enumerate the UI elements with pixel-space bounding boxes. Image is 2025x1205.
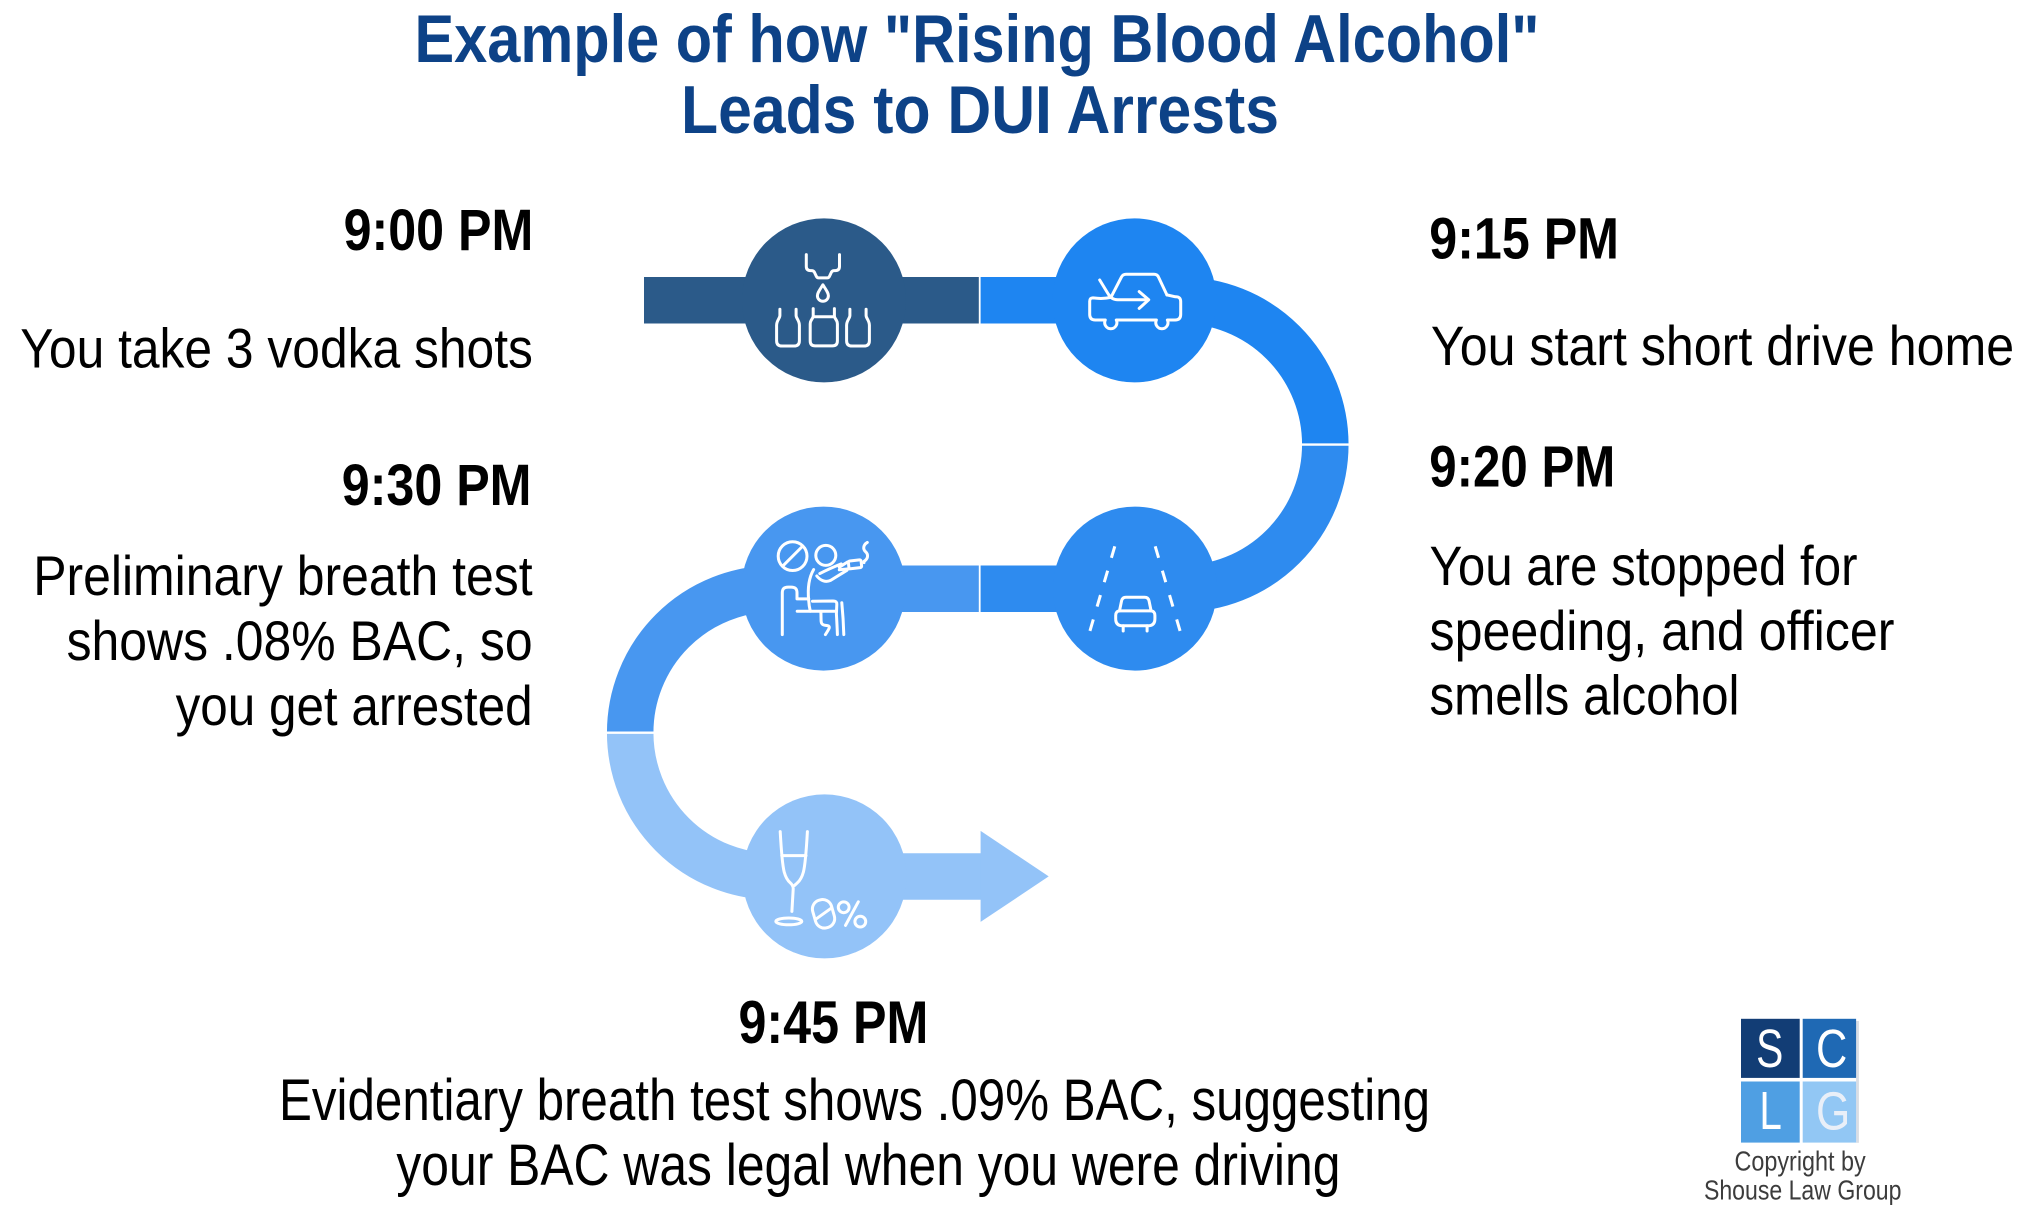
- svg-text:speeding, and officer: speeding, and officer: [1430, 599, 1895, 662]
- svg-text:You start short drive home: You start short drive home: [1431, 314, 2014, 377]
- svg-text:L: L: [1759, 1082, 1782, 1141]
- svg-text:9:30 PM: 9:30 PM: [342, 453, 532, 518]
- svg-text:9:20 PM: 9:20 PM: [1429, 434, 1615, 499]
- svg-text:you get arrested: you get arrested: [176, 674, 533, 737]
- svg-text:smells alcohol: smells alcohol: [1430, 664, 1740, 727]
- svg-text:Preliminary breath test: Preliminary breath test: [33, 544, 533, 607]
- svg-text:9:45 PM: 9:45 PM: [739, 989, 929, 1056]
- svg-text:Copyright by: Copyright by: [1735, 1145, 1866, 1176]
- svg-text:G: G: [1816, 1083, 1850, 1142]
- svg-text:shows .08% BAC, so: shows .08% BAC, so: [67, 609, 533, 672]
- svg-text:You take 3 vodka shots: You take 3 vodka shots: [20, 316, 533, 379]
- svg-text:9:15 PM: 9:15 PM: [1429, 207, 1619, 272]
- svg-text:Example of how "Rising Blood A: Example of how "Rising Blood Alcohol": [415, 1, 1540, 77]
- svg-text:Shouse Law Group: Shouse Law Group: [1704, 1174, 1902, 1205]
- svg-text:Evidentiary breath test shows: Evidentiary breath test shows .09% BAC, …: [279, 1068, 1430, 1133]
- svg-text:9:00 PM: 9:00 PM: [344, 198, 534, 263]
- svg-text:C: C: [1816, 1020, 1847, 1079]
- svg-text:your BAC was legal when you we: your BAC was legal when you were driving: [396, 1133, 1340, 1198]
- svg-text:You are stopped for: You are stopped for: [1430, 534, 1858, 597]
- svg-text:S: S: [1756, 1020, 1783, 1079]
- svg-text:Leads to DUI Arrests: Leads to DUI Arrests: [681, 72, 1279, 148]
